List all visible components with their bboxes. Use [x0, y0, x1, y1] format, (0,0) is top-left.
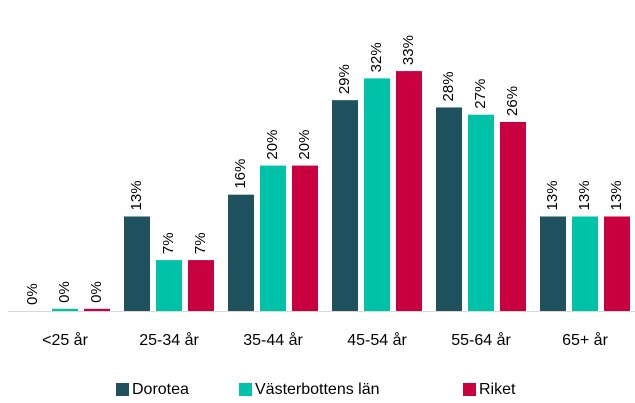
bar — [156, 260, 182, 311]
value-label: 0% — [88, 281, 105, 303]
x-tick-label: 45-54 år — [347, 331, 407, 349]
bar — [332, 100, 358, 311]
value-label: 26% — [504, 86, 521, 116]
legend-swatch — [116, 383, 129, 396]
bar — [124, 216, 150, 311]
legend-swatch — [239, 383, 252, 396]
bar — [84, 308, 110, 311]
value-label: 13% — [608, 180, 625, 210]
x-tick-label: 25-34 år — [139, 331, 199, 349]
value-label: 32% — [368, 42, 385, 72]
value-label: 13% — [128, 180, 145, 210]
value-label: 0% — [56, 281, 73, 303]
bar — [260, 165, 286, 311]
bar — [468, 114, 494, 312]
value-label: 28% — [440, 71, 457, 101]
bar — [364, 78, 390, 311]
value-label: 0% — [24, 283, 41, 305]
bar — [292, 165, 318, 311]
bar — [540, 216, 566, 311]
x-tick-label: 35-44 år — [243, 331, 303, 349]
bar — [52, 308, 78, 311]
legend-swatch — [463, 383, 476, 396]
bar — [228, 194, 254, 311]
bar — [500, 121, 526, 311]
value-label: 13% — [544, 180, 561, 210]
bar — [396, 71, 422, 311]
x-tick-label: 55-64 år — [451, 331, 511, 349]
value-label: 7% — [160, 232, 177, 254]
value-label: 29% — [336, 64, 353, 94]
value-label: 20% — [296, 130, 313, 160]
x-tick-label: <25 år — [42, 331, 88, 349]
bar — [436, 107, 462, 311]
value-label: 16% — [232, 159, 249, 189]
legend-label: Dorotea — [132, 381, 189, 398]
value-label: 13% — [576, 180, 593, 210]
value-label: 27% — [472, 79, 489, 109]
value-label: 20% — [264, 130, 281, 160]
bar — [188, 260, 214, 311]
x-tick-label: 65+ år — [562, 331, 608, 349]
legend-label: Västerbottens län — [255, 381, 380, 398]
bar — [572, 216, 598, 311]
value-label: 7% — [192, 232, 209, 254]
legend-label: Riket — [479, 381, 516, 398]
bar — [604, 216, 630, 311]
value-label: 33% — [400, 35, 417, 65]
